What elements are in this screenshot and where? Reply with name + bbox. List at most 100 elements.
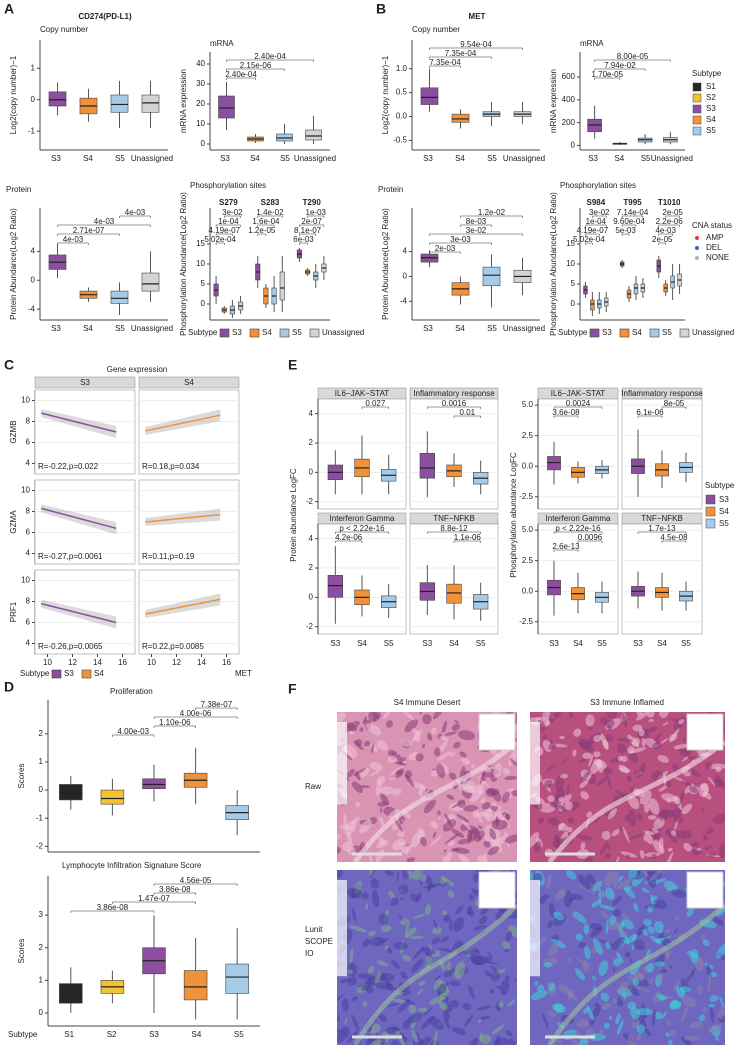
significance-bracket: [453, 415, 481, 418]
tissue-texture: [502, 767, 510, 776]
significance-bracket: [224, 215, 241, 218]
tissue-texture: [498, 1001, 504, 1008]
tissue-texture: [388, 891, 395, 899]
y-tick-label: 2: [309, 563, 314, 572]
x-tick-label: S5: [641, 154, 651, 163]
tissue-texture: [628, 809, 637, 828]
tissue-texture: [647, 815, 657, 820]
tissue-texture: [337, 712, 346, 725]
y-tick-label: 0: [31, 275, 36, 284]
legend-swatch: [705, 506, 716, 517]
tissue-texture: [380, 973, 395, 983]
facet-title: Interferon Gamma: [546, 514, 611, 523]
legend-label: S5: [706, 126, 716, 135]
p-value: 3.6e-08: [552, 408, 580, 417]
x-tick-label: S5: [597, 639, 607, 648]
x-tick-label: Unassigned: [503, 154, 545, 163]
tissue-texture: [491, 819, 508, 830]
legend-swatch: [309, 328, 320, 338]
significance-bracket: [553, 415, 579, 418]
tissue-texture: [641, 887, 650, 893]
tissue-texture: [668, 1039, 673, 1045]
tissue-texture: [680, 780, 693, 787]
significance-bracket: [553, 531, 603, 534]
tissue-texture: [708, 1024, 723, 1034]
tissue-texture: [484, 970, 491, 977]
y-tick-label: 400: [562, 95, 576, 104]
tissue-texture: [451, 828, 465, 838]
tissue-texture: [401, 990, 411, 996]
facet-title: T995: [623, 198, 642, 207]
significance-bracket: [226, 77, 256, 80]
tissue-texture: [469, 953, 485, 966]
tissue-texture: [603, 1022, 610, 1029]
plot-title: mRNA: [210, 39, 234, 48]
tissue-texture: [673, 743, 690, 750]
tissue-texture: [343, 813, 348, 831]
tissue-texture: [613, 958, 621, 967]
box: [142, 778, 166, 789]
significance-bracket: [153, 725, 196, 728]
fit-line: [145, 598, 221, 615]
tissue-texture: [561, 758, 568, 765]
tissue-texture: [678, 719, 685, 725]
tissue-texture: [451, 723, 461, 731]
box: [547, 456, 561, 471]
panel-letter: F: [288, 681, 297, 697]
tissue-texture: [688, 785, 698, 793]
tissue-texture: [601, 1003, 612, 1010]
tissue-texture: [628, 795, 640, 810]
significance-bracket: [429, 242, 492, 245]
tissue-texture: [390, 959, 400, 969]
tissue-texture: [583, 924, 590, 935]
tissue-texture: [598, 960, 609, 976]
tissue-texture: [652, 1009, 656, 1027]
tissue-texture: [384, 870, 394, 876]
x-tick-label: S5: [487, 324, 497, 333]
tissue-texture: [681, 803, 693, 815]
p-value: 4e-03: [63, 235, 84, 244]
tissue-texture: [534, 841, 542, 853]
tissue-texture: [378, 913, 389, 925]
tissue-texture: [615, 856, 620, 862]
tissue-texture: [708, 763, 725, 770]
tissue-texture: [599, 904, 616, 911]
tissue-texture: [466, 761, 470, 765]
tissue-texture: [493, 763, 502, 778]
legend-label: S3: [719, 495, 729, 504]
y-tick-label: 0.5: [396, 88, 408, 97]
tissue-texture: [679, 986, 691, 993]
tissue-texture: [636, 812, 643, 822]
tissue-texture: [665, 1019, 671, 1026]
tissue-texture: [449, 772, 457, 780]
significance-bracket: [215, 233, 233, 236]
tissue-texture: [605, 719, 615, 728]
tissue-texture: [709, 995, 719, 1003]
significance-bracket: [307, 215, 325, 218]
y-tick-label: 2: [309, 438, 314, 447]
box: [59, 784, 83, 801]
tissue-texture: [432, 927, 442, 935]
legend-dot: [695, 256, 699, 260]
tissue-texture: [566, 826, 573, 833]
tissue-texture: [590, 922, 603, 931]
legend-swatch: [619, 328, 630, 338]
tissue-texture: [697, 985, 704, 994]
tissue-texture: [567, 957, 572, 963]
plot-cell: [138, 479, 240, 565]
y-tick-label: 1: [31, 63, 36, 72]
tissue-texture: [347, 969, 354, 975]
y-axis-label: Scores: [17, 764, 26, 789]
tissue-texture: [663, 929, 671, 936]
p-value: 3.86e-08: [97, 903, 129, 912]
tissue-texture: [416, 830, 424, 843]
significance-bracket: [215, 242, 225, 245]
tissue-texture: [344, 1017, 348, 1025]
plot-title: Protein: [378, 185, 403, 194]
legend-swatch: [692, 126, 702, 136]
tissue-texture: [571, 894, 584, 900]
y-tick-label: 5.0: [522, 525, 534, 534]
tissue-texture: [620, 851, 637, 858]
tissue-texture: [459, 751, 467, 758]
tissue-texture: [435, 949, 440, 955]
